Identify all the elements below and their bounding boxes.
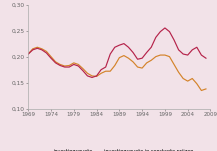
- investingsquote: [72, 62, 75, 64]
- investingsquote in constante prijzen: [41, 49, 43, 51]
- investingsquote: [132, 61, 134, 63]
- investingsquote: [109, 70, 112, 72]
- investingsquote in constante prijzen: [127, 46, 130, 48]
- investingsquote in constante prijzen: [31, 49, 34, 51]
- investingsquote in constante prijzen: [109, 53, 112, 55]
- investingsquote in constante prijzen: [59, 65, 61, 66]
- investingsquote in constante prijzen: [132, 51, 134, 53]
- investingsquote: [31, 48, 34, 50]
- investingsquote in constante prijzen: [50, 57, 52, 59]
- investingsquote: [100, 72, 102, 74]
- investingsquote in constante prijzen: [191, 49, 194, 51]
- investingsquote: [177, 71, 180, 73]
- investingsquote in constante prijzen: [95, 75, 98, 77]
- investingsquote: [164, 54, 166, 56]
- investingsquote: [196, 83, 198, 85]
- investingsquote: [77, 64, 80, 65]
- investingsquote: [41, 48, 43, 50]
- investingsquote: [123, 55, 125, 56]
- investingsquote: [173, 64, 175, 65]
- investingsquote in constante prijzen: [68, 66, 71, 68]
- investingsquote: [150, 59, 153, 61]
- investingsquote in constante prijzen: [159, 31, 162, 32]
- investingsquote: [63, 65, 66, 67]
- investingsquote: [155, 56, 157, 58]
- investingsquote: [145, 62, 148, 64]
- investingsquote in constante prijzen: [145, 51, 148, 53]
- investingsquote: [59, 64, 61, 65]
- investingsquote: [118, 57, 121, 59]
- investingsquote in constante prijzen: [182, 53, 184, 55]
- investingsquote: [91, 75, 93, 77]
- investingsquote in constante prijzen: [177, 49, 180, 51]
- investingsquote in constante prijzen: [63, 66, 66, 68]
- investingsquote: [191, 78, 194, 79]
- Line: investingsquote in constante prijzen: investingsquote in constante prijzen: [28, 28, 206, 77]
- investingsquote: [168, 56, 171, 58]
- investingsquote in constante prijzen: [186, 54, 189, 56]
- investingsquote: [68, 65, 71, 66]
- investingsquote: [45, 50, 48, 52]
- investingsquote in constante prijzen: [205, 57, 207, 59]
- investingsquote in constante prijzen: [91, 77, 93, 78]
- investingsquote: [136, 66, 139, 68]
- investingsquote: [186, 80, 189, 82]
- investingsquote in constante prijzen: [150, 46, 153, 48]
- investingsquote in constante prijzen: [36, 47, 39, 49]
- investingsquote: [50, 56, 52, 58]
- investingsquote in constante prijzen: [123, 43, 125, 45]
- investingsquote: [104, 70, 107, 72]
- investingsquote in constante prijzen: [27, 53, 30, 55]
- investingsquote in constante prijzen: [100, 69, 102, 71]
- Legend: investingsquote, investingsquote in constante prijzen: investingsquote, investingsquote in cons…: [43, 147, 196, 151]
- investingsquote in constante prijzen: [86, 75, 89, 77]
- investingsquote in constante prijzen: [155, 36, 157, 38]
- investingsquote: [200, 90, 203, 91]
- investingsquote in constante prijzen: [200, 54, 203, 56]
- investingsquote in constante prijzen: [136, 58, 139, 60]
- investingsquote: [113, 65, 116, 66]
- investingsquote: [159, 54, 162, 56]
- investingsquote in constante prijzen: [173, 39, 175, 41]
- investingsquote: [27, 53, 30, 55]
- investingsquote in constante prijzen: [72, 64, 75, 65]
- investingsquote: [205, 88, 207, 90]
- investingsquote in constante prijzen: [164, 27, 166, 29]
- investingsquote: [86, 72, 89, 74]
- investingsquote: [141, 67, 143, 69]
- investingsquote in constante prijzen: [118, 44, 121, 46]
- investingsquote in constante prijzen: [113, 46, 116, 48]
- investingsquote: [127, 57, 130, 59]
- Line: investingsquote: investingsquote: [28, 47, 206, 90]
- investingsquote in constante prijzen: [45, 52, 48, 54]
- investingsquote in constante prijzen: [54, 62, 57, 64]
- investingsquote in constante prijzen: [104, 66, 107, 68]
- investingsquote in constante prijzen: [141, 57, 143, 59]
- investingsquote: [95, 76, 98, 77]
- investingsquote in constante prijzen: [168, 31, 171, 32]
- investingsquote in constante prijzen: [82, 70, 84, 72]
- investingsquote: [54, 61, 57, 63]
- investingsquote: [36, 46, 39, 48]
- investingsquote in constante prijzen: [77, 65, 80, 67]
- investingsquote: [82, 68, 84, 69]
- investingsquote: [182, 78, 184, 79]
- investingsquote in constante prijzen: [196, 46, 198, 48]
